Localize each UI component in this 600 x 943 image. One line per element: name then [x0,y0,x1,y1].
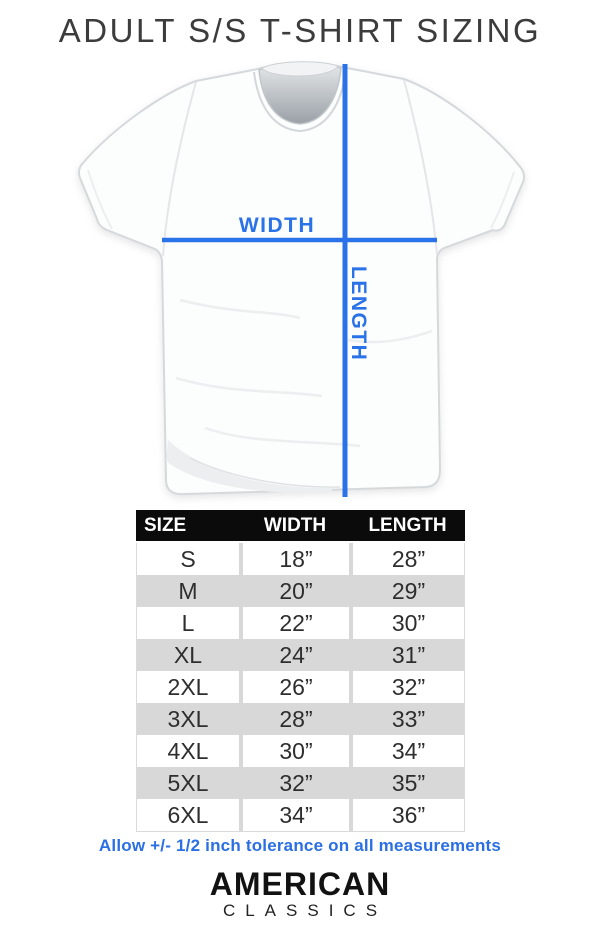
cell-length: 30” [349,607,464,639]
cell-size: 4XL [167,737,209,764]
cell-size: L [181,609,195,636]
cell-width: 26” [239,671,349,703]
tolerance-note: Allow +/- 1/2 inch tolerance on all meas… [98,836,502,855]
table-row: XL 24” 31” [137,639,464,671]
cell-width: 28” [239,703,349,735]
cell-width: 30” [239,735,349,767]
size-chart-header-row: SIZE WIDTH LENGTH [136,510,465,541]
cell-size: XL [173,641,203,668]
cell-length: 35” [349,767,464,799]
cell-length: 34” [349,735,464,767]
header-size: SIZE [144,514,187,536]
table-row: M 20” 29” [137,575,464,607]
brand-subname: CLASSICS [222,901,388,920]
width-measure-label: WIDTH [239,214,315,237]
cell-length: 33” [349,703,464,735]
cell-length: 32” [349,671,464,703]
brand-name: AMERICAN [209,866,391,902]
table-row: 4XL 30” 34” [137,735,464,767]
cell-length: 29” [349,575,464,607]
cell-size: 5XL [167,769,209,796]
cell-width: 22” [239,607,349,639]
cell-width: 24” [239,639,349,671]
cell-width: 20” [239,575,349,607]
header-length: LENGTH [368,514,447,536]
cell-length: 31” [349,639,464,671]
cell-size: S [180,545,196,572]
cell-size: 2XL [167,673,209,700]
table-row: 5XL 32” 35” [137,767,464,799]
table-row: 6XL 34” 36” [137,799,464,831]
cell-size: 3XL [167,705,209,732]
cell-length: 28” [349,543,464,575]
cell-width: 32” [239,767,349,799]
tshirt-body [78,63,526,496]
header-width: WIDTH [263,514,327,536]
cell-size: 6XL [167,801,209,828]
page-title: ADULT S/S T-SHIRT SIZING [58,12,542,49]
table-row: 3XL 28” 33” [137,703,464,735]
length-measure-label: LENGTH [347,266,370,361]
table-row: S 18” 28” [137,543,464,575]
brand-logo: AMERICAN CLASSICS [0,868,600,921]
cell-size: M [178,577,198,604]
table-row: 2XL 26” 32” [137,671,464,703]
size-chart-table: SIZE WIDTH LENGTH S 18” 28” M 20” 29” L … [136,510,465,832]
cell-width: 34” [239,799,349,831]
cell-width: 18” [239,543,349,575]
table-row: L 22” 30” [137,607,464,639]
cell-length: 36” [349,799,464,831]
size-table-body: S 18” 28” M 20” 29” L 22” 30” XL 24” 31”… [136,543,465,832]
tshirt-collar [253,61,347,133]
